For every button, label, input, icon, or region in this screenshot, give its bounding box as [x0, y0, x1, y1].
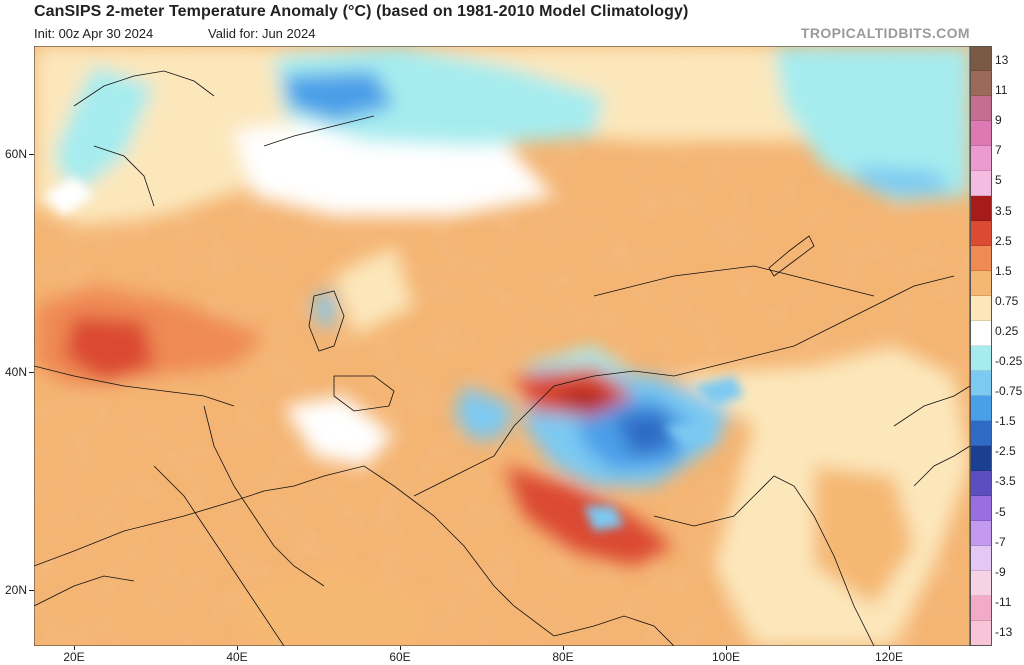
colorbar-frame — [970, 46, 992, 646]
lon-label-80e: 80E — [552, 650, 574, 664]
colorbar-swatch — [970, 346, 992, 371]
lon-tick — [889, 646, 890, 650]
colorbar-swatch — [970, 571, 992, 596]
colorbar-label: -5 — [995, 504, 1006, 519]
lon-label-60e: 60E — [389, 650, 411, 664]
colorbar-label: -1.5 — [995, 414, 1016, 429]
lat-tick — [29, 372, 34, 373]
colorbar: 13 11 9 7 5 3.5 2.5 1.5 0.75 0.25 -0.25 -0.75 -1.5 -2… — [970, 46, 1024, 646]
lon-tick — [237, 646, 238, 650]
colorbar-swatch — [970, 221, 992, 246]
latitude-axis: 60N 40N 20N — [0, 46, 34, 646]
valid-time: Valid for: Jun 2024 — [208, 26, 316, 41]
colorbar-swatch — [970, 71, 992, 96]
colorbar-label: 5 — [995, 173, 1002, 188]
colorbar-swatch — [970, 296, 992, 321]
chart-title: CanSIPS 2-meter Temperature Anomaly (°C)… — [34, 3, 689, 20]
colorbar-swatch — [970, 271, 992, 296]
colorbar-label: -7 — [995, 534, 1006, 549]
colorbar-label: -3.5 — [995, 474, 1016, 489]
colorbar-swatch — [970, 496, 992, 521]
lat-label-20n: 20N — [4, 583, 27, 597]
colorbar-swatch — [970, 171, 992, 196]
colorbar-label: -0.25 — [995, 354, 1023, 369]
init-time: Init: 00z Apr 30 2024 — [34, 26, 154, 41]
colorbar-swatch — [970, 46, 992, 71]
colorbar-label: 9 — [995, 113, 1002, 128]
colorbar-label: 7 — [995, 143, 1002, 158]
lat-tick — [29, 590, 34, 591]
anomaly-map — [34, 46, 970, 646]
lon-tick — [400, 646, 401, 650]
lon-label-20e: 20E — [63, 650, 85, 664]
colorbar-label: -13 — [995, 625, 1013, 639]
colorbar-label: 0.25 — [995, 323, 1019, 338]
colorbar-swatch — [970, 121, 992, 146]
lon-tick — [726, 646, 727, 650]
anomaly-detail — [44, 176, 744, 531]
lon-tick — [74, 646, 75, 650]
colorbar-swatch — [970, 396, 992, 421]
colorbar-swatch — [970, 471, 992, 496]
colorbar-label: 2.5 — [995, 233, 1012, 248]
colorbar-swatch — [970, 421, 992, 446]
brand-watermark: TROPICALTIDBITS.COM — [800, 25, 970, 41]
lon-label-40e: 40E — [226, 650, 248, 664]
colorbar-swatch — [970, 321, 992, 346]
colorbar-label: 3.5 — [995, 203, 1012, 218]
lon-tick — [563, 646, 564, 650]
colorbar-swatch — [970, 146, 992, 171]
lon-label-100e: 100E — [711, 650, 741, 664]
colorbar-label: 11 — [995, 83, 1008, 98]
lat-label-40n: 40N — [4, 365, 27, 379]
colorbar-label: 1.5 — [995, 263, 1012, 278]
colorbar-swatch — [970, 371, 992, 396]
anomaly-shading — [34, 46, 970, 646]
colorbar-label: -0.75 — [995, 384, 1023, 399]
coastlines-borders — [34, 70, 970, 646]
colorbar-label: 0.75 — [995, 293, 1019, 308]
colorbar-swatch — [970, 96, 992, 121]
colorbar-label: -2.5 — [995, 444, 1016, 459]
colorbar-swatch — [970, 446, 992, 471]
lat-tick — [29, 154, 34, 155]
colorbar-label: 13 — [995, 53, 1009, 67]
lat-label-60n: 60N — [4, 147, 27, 161]
colorbar-swatch — [970, 196, 992, 221]
colorbar-swatch — [970, 546, 992, 571]
colorbar-swatch — [970, 521, 992, 546]
colorbar-swatch — [970, 596, 992, 621]
colorbar-label: -9 — [995, 564, 1006, 579]
lon-label-120e: 120E — [874, 650, 904, 664]
longitude-axis: 20E 40E 60E 80E 100E 120E — [34, 646, 970, 665]
colorbar-label: -11 — [995, 594, 1012, 609]
colorbar-swatch — [970, 246, 992, 271]
